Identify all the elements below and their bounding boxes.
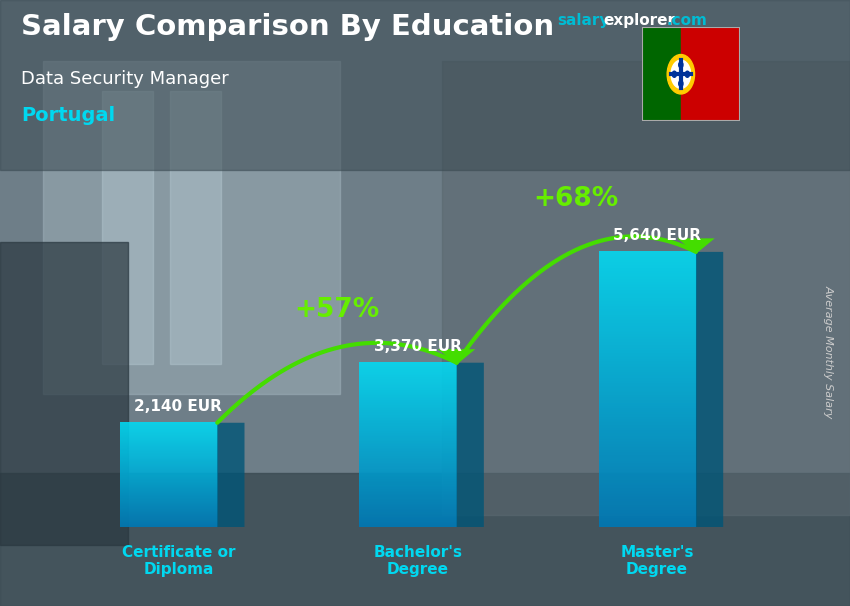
Bar: [102, 91, 153, 364]
Text: 5,640 EUR: 5,640 EUR: [613, 228, 701, 243]
Bar: [42, 61, 340, 394]
Circle shape: [685, 71, 689, 78]
Text: 3,370 EUR: 3,370 EUR: [374, 339, 462, 354]
Text: salary: salary: [557, 13, 609, 28]
Text: .com: .com: [666, 13, 707, 28]
Text: +68%: +68%: [534, 186, 619, 212]
Text: 2,140 EUR: 2,140 EUR: [134, 399, 223, 414]
Text: +57%: +57%: [294, 297, 380, 323]
Text: Data Security Manager: Data Security Manager: [21, 70, 229, 88]
Text: Average Monthly Salary: Average Monthly Salary: [824, 285, 834, 418]
Bar: [642, 27, 681, 121]
Polygon shape: [677, 238, 715, 254]
Circle shape: [672, 60, 690, 88]
Bar: [0, 0, 850, 170]
Text: Bachelor's
Degree: Bachelor's Degree: [373, 545, 462, 577]
Bar: [170, 91, 221, 364]
Polygon shape: [218, 423, 245, 527]
Text: Salary Comparison By Education: Salary Comparison By Education: [21, 13, 554, 41]
Bar: [681, 27, 740, 121]
Bar: [0, 473, 850, 606]
Text: explorer: explorer: [604, 13, 676, 28]
Text: Certificate or
Diploma: Certificate or Diploma: [122, 545, 235, 577]
Circle shape: [679, 62, 683, 68]
Text: Portugal: Portugal: [21, 106, 116, 125]
Polygon shape: [438, 349, 475, 365]
Bar: [0, 242, 128, 545]
Bar: [442, 61, 850, 515]
Circle shape: [672, 71, 677, 78]
Circle shape: [667, 55, 694, 94]
Polygon shape: [456, 363, 484, 527]
Circle shape: [679, 81, 683, 87]
Polygon shape: [696, 252, 723, 527]
Text: Master's
Degree: Master's Degree: [620, 545, 694, 577]
